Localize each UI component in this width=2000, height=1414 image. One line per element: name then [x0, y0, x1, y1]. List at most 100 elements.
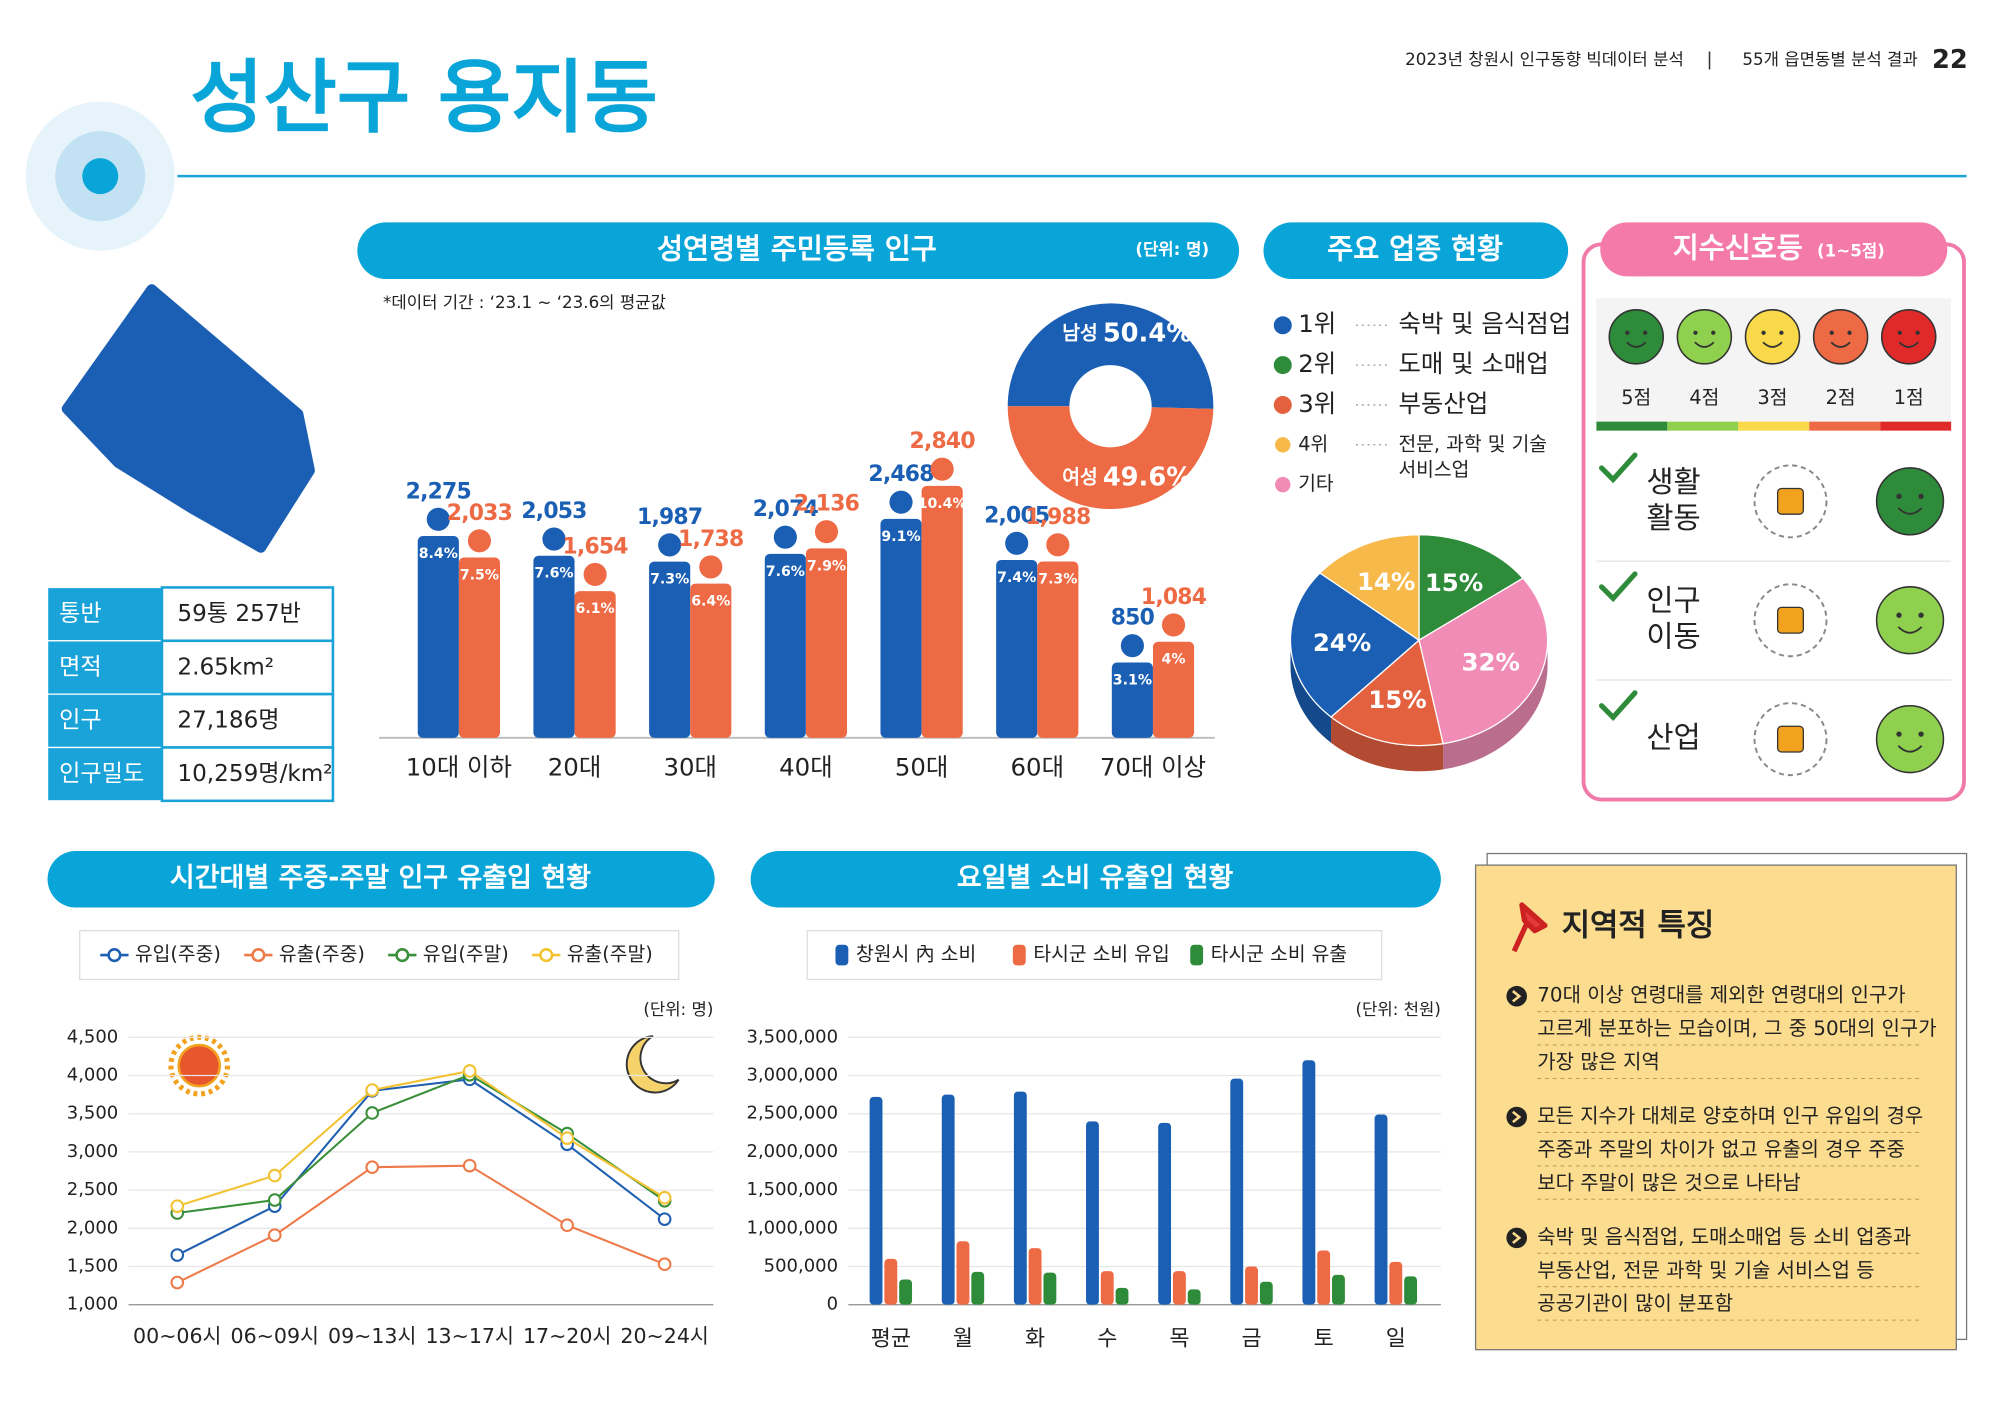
slice-label: 15%: [1368, 685, 1426, 714]
section-header: [750, 850, 1441, 908]
share-label: 3.1%: [1113, 672, 1152, 688]
legend-label: 유입(주중): [135, 943, 221, 966]
bar: [921, 485, 963, 738]
pie-side: [1443, 640, 1548, 770]
bar-head: [930, 457, 954, 481]
legend-label: 유출(주중): [279, 943, 365, 966]
bar: [533, 555, 575, 738]
bar: [1086, 1121, 1099, 1305]
y-tick-label: 1,000: [67, 1294, 119, 1315]
signal-scale-bar: [1880, 421, 1952, 431]
legend-swatch: [1273, 316, 1292, 335]
section-header: [47, 850, 715, 908]
donut-slice: [1007, 303, 1214, 409]
bar-head: [814, 520, 839, 544]
signal-range: (1~5점): [1817, 240, 1885, 260]
bar: [1013, 1091, 1027, 1305]
x-tick-label: 09~13시: [328, 1324, 416, 1348]
x-tick-label: 60대: [1011, 753, 1065, 782]
value-label: 2,005: [984, 503, 1049, 528]
bar: [996, 559, 1038, 738]
x-tick-label: 토: [1314, 1326, 1334, 1351]
y-tick-label: 3,000,000: [747, 1065, 839, 1086]
data-note: *데이터 기간 : ‘23.1 ~ ‘23.6의 평균값: [383, 292, 666, 312]
value-label: 2,840: [910, 429, 976, 454]
signal-scale-bar: [1667, 421, 1739, 431]
sun-icon: [177, 1043, 222, 1088]
share-label: 6.1%: [576, 601, 615, 617]
pie-slice: [1418, 577, 1549, 745]
bar: [1259, 1281, 1273, 1305]
info-value: 59통 257반: [177, 601, 300, 627]
slice-label: 14%: [1357, 567, 1415, 596]
y-tick-label: 3,500,000: [747, 1026, 839, 1047]
y-tick-label: 3,500: [67, 1103, 119, 1124]
item-icon: [1776, 487, 1804, 515]
legend-label: 유출(주말): [567, 943, 653, 966]
face-mouth: [1898, 341, 1919, 348]
page-title: 성산구 용지동: [190, 51, 658, 144]
section-title: 성연령별 주민등록 인구: [657, 233, 937, 266]
face-eye: [1897, 330, 1902, 335]
face-mouth: [1897, 507, 1923, 515]
legend-rank: 기타: [1298, 472, 1334, 495]
point: [170, 1199, 185, 1213]
bar: [1100, 1271, 1114, 1305]
legend-swatch: [835, 944, 849, 966]
legend-name: 부동산업: [1398, 389, 1488, 418]
feature-box: [1474, 864, 1957, 1351]
signal-face: [1880, 309, 1937, 365]
section-title: 지수신호등: [1673, 231, 1803, 264]
pie-side-shade: [1290, 640, 1332, 743]
pin-icon: [1511, 902, 1548, 953]
face-mouth: [1830, 341, 1851, 348]
x-tick-label: 20~24시: [620, 1324, 708, 1348]
bullet: [1506, 1227, 1527, 1249]
face-eye: [1693, 330, 1698, 335]
signal-item-name: 생활: [1646, 465, 1700, 499]
point: [560, 1131, 574, 1145]
info-key: 인구밀도: [59, 761, 144, 787]
section-title: 요일별 소비 유출입 현황: [957, 863, 1234, 894]
share-label: 6.4%: [691, 594, 730, 610]
x-tick-label: 수: [1097, 1326, 1117, 1351]
bar: [805, 548, 848, 738]
section-header: [1600, 222, 1948, 277]
legend-swatch: [1275, 476, 1291, 493]
face-eye: [1625, 330, 1630, 335]
slice-label: 24%: [1313, 628, 1371, 657]
moon-icon: [625, 1035, 680, 1094]
face-eye: [1918, 731, 1924, 737]
slice-label: 15%: [1425, 568, 1483, 597]
share-label: 7.3%: [1038, 571, 1077, 587]
feature-text: 부동산업, 전문 과학 및 기술 서비스업 등: [1537, 1259, 1874, 1282]
y-tick-label: 2,500,000: [747, 1103, 839, 1124]
signal-face: [1608, 309, 1665, 365]
face-mouth: [1694, 341, 1715, 348]
legend-rank: 1위: [1298, 309, 1336, 338]
signal-scale-bar: [1809, 421, 1881, 431]
y-tick-label: 2,000,000: [747, 1141, 839, 1162]
face-eye: [1918, 493, 1924, 500]
legend-name: 숙박 및 음식점업: [1398, 309, 1571, 338]
face-eye: [1915, 330, 1920, 335]
slice-category: 여성: [1062, 466, 1097, 489]
point: [657, 1257, 672, 1272]
item-icon: [1776, 606, 1804, 634]
y-tick-label: 4,000: [67, 1065, 119, 1086]
value-label: 1,988: [1025, 505, 1090, 530]
legend-label: 타시군 소비 유출: [1211, 943, 1347, 966]
x-tick-label: 일: [1386, 1326, 1406, 1351]
check-mark: [1598, 571, 1638, 603]
signal-score-label: 3점: [1758, 386, 1788, 409]
x-tick-label: 금: [1241, 1326, 1261, 1351]
share-label: 10.4%: [918, 496, 967, 512]
signal-scale-bar: [1738, 421, 1810, 431]
legend-rank: 3위: [1298, 389, 1336, 418]
bullet-arrow: [1512, 1110, 1522, 1124]
share-label: 7.5%: [460, 568, 499, 584]
bar: [417, 536, 459, 738]
unit-label: (단위: 천원): [1356, 999, 1441, 1019]
signal-item-name: 인구: [1646, 584, 1700, 618]
series-line: [176, 1069, 666, 1208]
